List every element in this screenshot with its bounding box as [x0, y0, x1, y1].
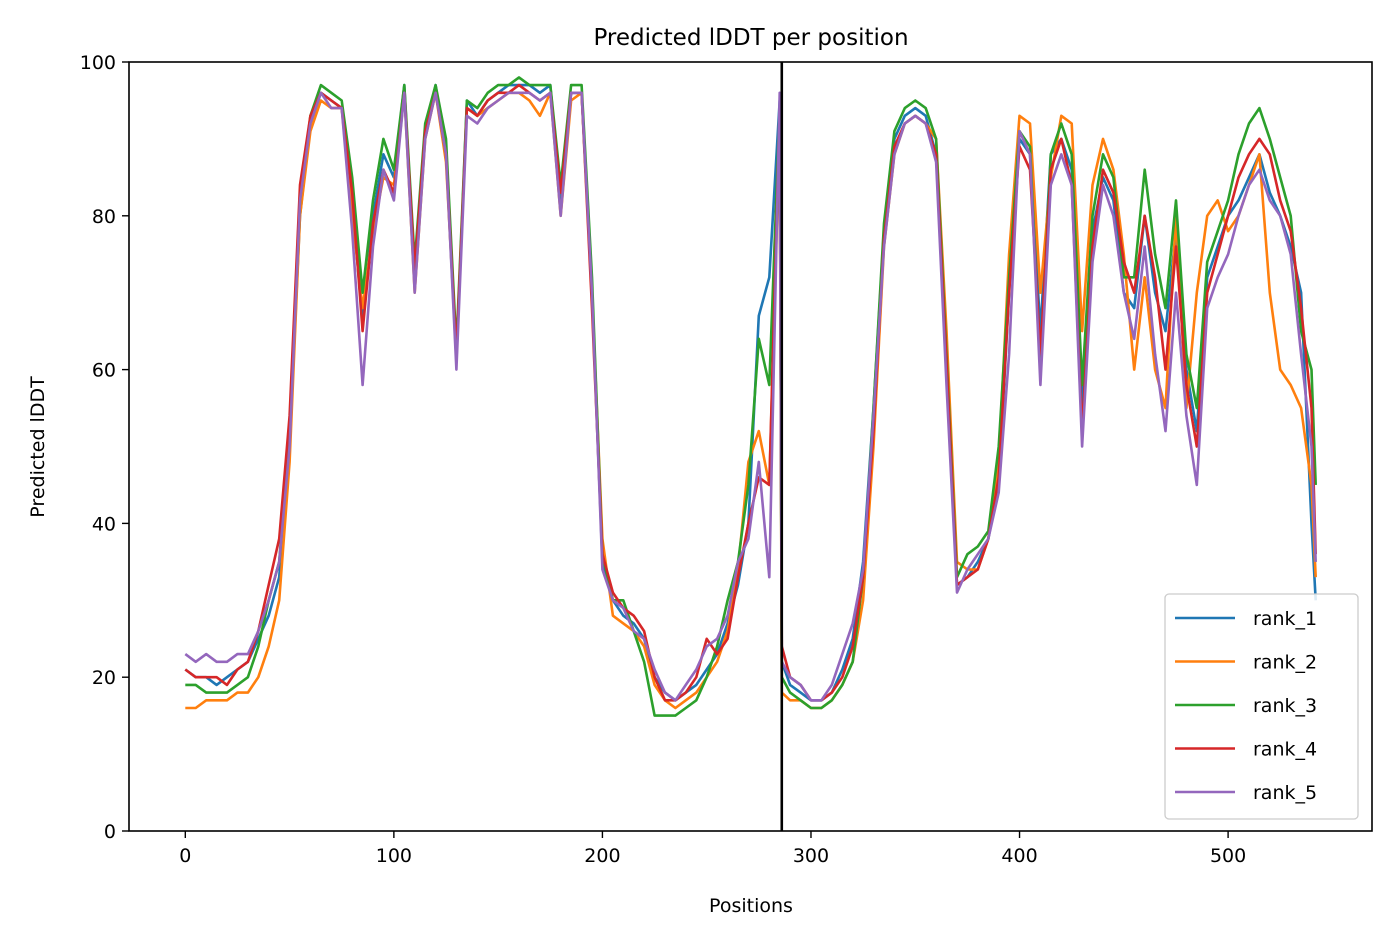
x-tick-label: 200 — [584, 845, 620, 867]
legend-label: rank_2 — [1253, 652, 1317, 674]
y-tick-label: 0 — [104, 821, 116, 843]
series-line-rank-3 — [185, 76, 1317, 717]
legend-label: rank_4 — [1253, 739, 1317, 761]
y-axis: 0 20 40 60 80 100 — [80, 52, 129, 843]
series-line-rank-1 — [184, 83, 1317, 702]
x-axis-label: Positions — [709, 895, 793, 917]
legend-label: rank_1 — [1253, 608, 1317, 630]
y-axis-label: Predicted lDDT — [27, 376, 49, 518]
plot-area — [184, 62, 1317, 831]
x-tick-label: 100 — [376, 845, 412, 867]
y-tick-label: 20 — [92, 667, 116, 689]
chart-title: Predicted lDDT per position — [593, 25, 908, 51]
legend-label: rank_3 — [1253, 695, 1317, 717]
x-tick-label: 500 — [1210, 845, 1246, 867]
legend: rank_1 rank_2 rank_3 rank_4 rank_5 — [1164, 593, 1359, 820]
legend-label: rank_5 — [1253, 782, 1317, 804]
y-tick-label: 60 — [92, 360, 116, 382]
series-line-rank-5 — [184, 91, 1317, 702]
axes-frame — [128, 61, 1373, 832]
y-tick-label: 40 — [92, 513, 116, 535]
y-tick-label: 100 — [80, 52, 116, 74]
y-tick-label: 80 — [92, 206, 116, 228]
x-tick-label: 400 — [1001, 845, 1037, 867]
legend-box — [1164, 593, 1359, 820]
x-axis: 0 100 200 300 400 500 — [179, 831, 1246, 867]
x-tick-label: 300 — [793, 845, 829, 867]
series-line-rank-4 — [184, 83, 1317, 702]
x-tick-label: 0 — [179, 845, 191, 867]
